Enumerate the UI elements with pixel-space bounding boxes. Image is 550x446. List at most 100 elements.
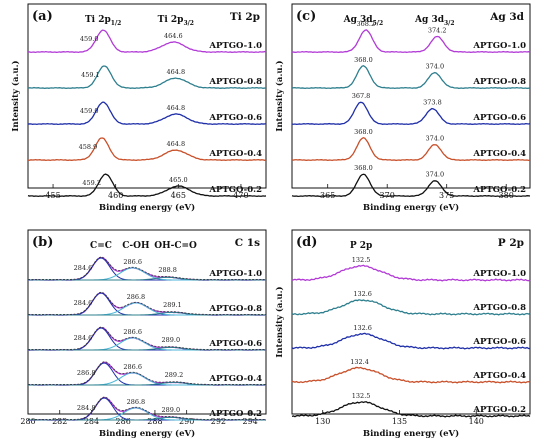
series-APTGO-1.0: 284.6 286.6 288.8 APTGO-1.0 xyxy=(27,256,267,281)
peak-value-label: 459.1 xyxy=(81,71,100,79)
series-name: APTGO-0.8 xyxy=(208,304,262,314)
x-axis-label: Binding energy (eV) xyxy=(99,202,195,213)
peak-value-label: 459.0 xyxy=(80,35,99,43)
peak-value-label: 368.2 xyxy=(356,20,375,28)
peak-header: Ag 3d3/2 xyxy=(414,15,455,27)
series-line xyxy=(291,64,531,90)
series-APTGO-0.8: 284.6 286.8 289.1 APTGO-0.8 xyxy=(27,291,267,316)
series-line xyxy=(27,173,267,198)
peak-value-label: 284.6 xyxy=(74,334,93,342)
series-line xyxy=(27,137,267,162)
x-tick-label: 375 xyxy=(439,191,454,200)
series-name: APTGO-0.6 xyxy=(208,339,262,349)
peak-value-label: 373.8 xyxy=(423,99,442,107)
series-APTGO-0.4: 286.8 286.6 289.2 APTGO-0.4 xyxy=(27,361,266,386)
peak-value-label: 132.5 xyxy=(352,256,371,264)
series-APTGO-0.8: 459.1 464.8 APTGO-0.8 xyxy=(27,65,267,90)
peak-value-label: 132.6 xyxy=(353,324,372,332)
series-name: APTGO-0.4 xyxy=(472,149,526,159)
panel-title: C 1s xyxy=(235,237,260,249)
series-APTGO-0.2: 132.5 APTGO-0.2 xyxy=(291,392,531,418)
series-APTGO-0.6: 459.0 464.8 APTGO-0.6 xyxy=(27,101,267,126)
panel-label: (c) xyxy=(296,9,316,24)
peak-header: Ti 2p3/2 xyxy=(158,15,194,27)
fit-component xyxy=(28,276,266,281)
series-name: APTGO-0.2 xyxy=(208,409,262,419)
x-tick-label: 294 xyxy=(242,417,257,426)
series-line xyxy=(27,101,267,126)
fit-component xyxy=(28,381,266,386)
peak-header: C-OH xyxy=(122,241,150,251)
peak-value-label: 132.6 xyxy=(353,290,372,298)
series-name: APTGO-1.0 xyxy=(208,41,262,51)
series-APTGO-0.6: 284.6 286.6 289.0 APTGO-0.6 xyxy=(27,326,267,351)
series-line xyxy=(291,366,531,384)
series-line xyxy=(291,264,531,282)
plot-frame xyxy=(27,3,267,189)
peak-value-label: 286.8 xyxy=(127,293,146,301)
peak-value-label: 368.0 xyxy=(354,128,373,136)
x-tick-label: 284 xyxy=(84,417,99,426)
peak-value-label: 374.2 xyxy=(428,27,447,35)
plot-frame xyxy=(291,229,531,415)
series-line xyxy=(291,29,531,54)
panel-label: (d) xyxy=(296,235,317,250)
series-name: APTGO-0.8 xyxy=(472,77,526,87)
peak-value-label: 286.8 xyxy=(77,369,96,377)
peak-value-label: 368.0 xyxy=(354,56,373,64)
fit-component xyxy=(28,311,266,316)
peak-value-label: 284.6 xyxy=(74,299,93,307)
x-tick-label: 130 xyxy=(315,417,330,426)
x-tick-label: 460 xyxy=(108,191,123,200)
fit-component xyxy=(28,416,266,421)
peak-value-label: 374.0 xyxy=(425,171,444,179)
peak-value-label: 459.0 xyxy=(80,107,99,115)
x-tick-label: 465 xyxy=(171,191,186,200)
peak-header: Ti 2p1/2 xyxy=(85,15,121,27)
series-APTGO-0.6: 367.8 373.8 APTGO-0.6 xyxy=(291,92,531,126)
plot-frame xyxy=(27,229,267,415)
series-APTGO-0.2: 284.8 286.8 289.0 APTGO-0.2 xyxy=(27,396,267,421)
series-APTGO-0.8: 368.0 374.0 APTGO-0.8 xyxy=(291,56,531,90)
peak-header: Ag 3d5/2 xyxy=(343,15,384,27)
fit-envelope xyxy=(28,361,266,385)
series-APTGO-1.0: 459.0 464.6 APTGO-1.0 xyxy=(27,29,267,54)
series-line xyxy=(291,173,531,198)
peak-value-label: 464.8 xyxy=(167,104,186,112)
peak-value-label: 289.0 xyxy=(161,406,180,414)
peak-value-label: 368.0 xyxy=(354,164,373,172)
series-name: APTGO-0.4 xyxy=(208,149,262,159)
fit-envelope xyxy=(28,291,266,315)
x-tick-label: 140 xyxy=(469,417,484,426)
panel-d: 130 135 140 Binding energy (eV) Intensity (a… xyxy=(274,229,531,439)
panel-label: (a) xyxy=(32,9,53,24)
x-tick-label: 280 xyxy=(20,417,35,426)
peak-value-label: 284.8 xyxy=(77,404,96,412)
series-APTGO-0.6: 132.6 APTGO-0.6 xyxy=(291,324,531,350)
y-axis-label: Intensity (a.u.) xyxy=(10,60,21,131)
peak-value-label: 458.9 xyxy=(79,143,98,151)
peak-value-label: 132.5 xyxy=(352,392,371,400)
x-tick-label: 286 xyxy=(116,417,131,426)
series-APTGO-0.4: 368.0 374.0 APTGO-0.4 xyxy=(291,128,531,162)
series-name: APTGO-0.2 xyxy=(472,185,526,195)
x-tick-label: 282 xyxy=(52,417,67,426)
series-line xyxy=(291,101,531,126)
series-APTGO-1.0: 368.2 374.2 APTGO-1.0 xyxy=(291,20,531,54)
series-line xyxy=(27,65,267,90)
series-APTGO-1.0: 132.5 APTGO-1.0 xyxy=(291,256,531,282)
x-tick-label: 292 xyxy=(211,417,226,426)
series-line xyxy=(291,332,531,350)
series-name: APTGO-0.6 xyxy=(208,113,262,123)
peak-header: C=C xyxy=(90,241,112,251)
peak-value-label: 464.6 xyxy=(164,32,183,40)
peak-value-label: 459.2 xyxy=(82,179,101,187)
series-APTGO-0.4: 132.4 APTGO-0.4 xyxy=(291,358,531,384)
peak-value-label: 464.8 xyxy=(167,140,186,148)
peak-value-label: 289.1 xyxy=(163,301,182,309)
series-line xyxy=(291,136,531,162)
series-name: APTGO-0.6 xyxy=(472,337,526,347)
series-APTGO-0.2: 459.2 465.0 APTGO-0.2 xyxy=(27,173,267,198)
